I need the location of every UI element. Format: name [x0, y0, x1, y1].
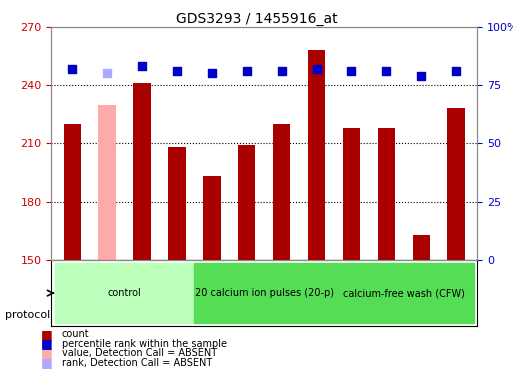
Text: GDS3293 / 1455916_at: GDS3293 / 1455916_at: [175, 12, 338, 25]
Bar: [194, 263, 334, 323]
Text: count: count: [62, 329, 89, 339]
Bar: [55, 263, 194, 323]
Bar: [133, 83, 151, 260]
Text: ■: ■: [41, 356, 53, 369]
Point: [243, 68, 251, 74]
Text: calcium-free wash (CFW): calcium-free wash (CFW): [343, 288, 465, 298]
Bar: [447, 108, 465, 260]
Bar: [378, 128, 395, 260]
Bar: [273, 124, 290, 260]
Text: 20 calcium ion pulses (20-p): 20 calcium ion pulses (20-p): [195, 288, 333, 298]
Bar: [64, 124, 81, 260]
Text: ■: ■: [41, 337, 53, 350]
Bar: [308, 50, 325, 260]
Bar: [343, 128, 360, 260]
Bar: [98, 104, 116, 260]
Point: [208, 70, 216, 76]
Point: [347, 68, 356, 74]
Bar: [168, 147, 186, 260]
Text: control: control: [108, 288, 142, 298]
Point: [452, 68, 460, 74]
Text: percentile rank within the sample: percentile rank within the sample: [62, 339, 227, 349]
Point: [68, 66, 76, 72]
Point: [417, 73, 425, 79]
Point: [138, 63, 146, 70]
Text: ■: ■: [41, 347, 53, 360]
Text: rank, Detection Call = ABSENT: rank, Detection Call = ABSENT: [62, 358, 212, 368]
Text: ■: ■: [41, 328, 53, 341]
Point: [312, 66, 321, 72]
Bar: [412, 235, 430, 260]
Point: [103, 70, 111, 76]
Bar: [203, 176, 221, 260]
Point: [278, 68, 286, 74]
Bar: [238, 145, 255, 260]
Point: [173, 68, 181, 74]
Text: value, Detection Call = ABSENT: value, Detection Call = ABSENT: [62, 348, 216, 358]
Text: protocol: protocol: [5, 310, 50, 320]
Point: [382, 68, 390, 74]
Bar: [334, 263, 473, 323]
